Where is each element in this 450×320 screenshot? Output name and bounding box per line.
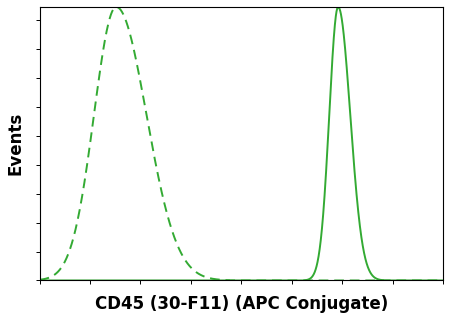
X-axis label: CD45 (30-F11) (APC Conjugate): CD45 (30-F11) (APC Conjugate)	[94, 295, 388, 313]
Y-axis label: Events: Events	[7, 112, 25, 175]
